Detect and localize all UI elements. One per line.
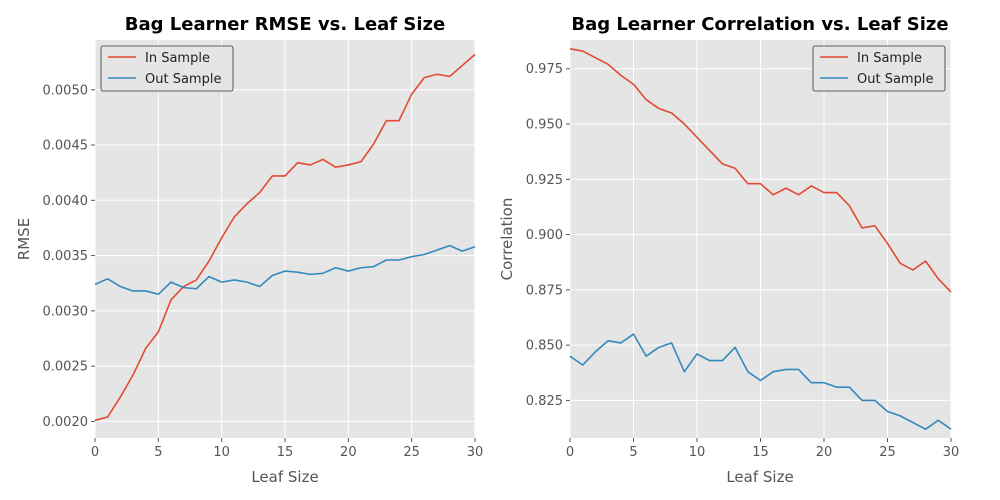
correlation-x-tick-label: 0 bbox=[566, 445, 574, 460]
correlation-x-tick-label: 15 bbox=[752, 445, 769, 460]
correlation-y-tick-label: 0.975 bbox=[526, 62, 563, 77]
rmse-y-tick-labels: 0.0020 0.0025 0.0030 0.0035 0.0040 0.0045 0.00… bbox=[43, 83, 89, 430]
correlation-lines bbox=[569, 48, 952, 430]
correlation-y-tick-labels: 0.825 0.850 0.875 0.900 0.925 0.950 0.975 bbox=[526, 62, 563, 409]
correlation-y-tick-label: 0.950 bbox=[526, 118, 563, 133]
rmse-x-tick-label: 30 bbox=[467, 445, 484, 460]
rmse-y-tick-label: 0.0025 bbox=[43, 360, 89, 375]
correlation-x-axis-label: Leaf Size bbox=[726, 468, 793, 486]
correlation-x-tick-label: 20 bbox=[816, 445, 833, 460]
rmse-y-tick-label: 0.0045 bbox=[43, 139, 89, 154]
rmse-x-tick-label: 25 bbox=[403, 445, 420, 460]
rmse-legend-label-out-sample: Out Sample bbox=[145, 72, 221, 87]
rmse-x-tick-label: 20 bbox=[340, 445, 357, 460]
correlation-chart: 0 5 10 15 20 25 30 0.8250.8500.8750.9000.9250.… bbox=[498, 14, 959, 486]
correlation-y-tick-label: 0.925 bbox=[526, 173, 563, 188]
rmse-grid bbox=[91, 40, 476, 442]
rmse-chart: 0 5 10 15 20 25 30 0.00200.00250.00300.00350.0… bbox=[15, 14, 483, 486]
correlation-y-tick-label: 0.825 bbox=[526, 394, 563, 409]
correlation-x-tick-label: 25 bbox=[879, 445, 896, 460]
rmse-x-tick-label: 0 bbox=[91, 445, 99, 460]
rmse-lines bbox=[94, 53, 476, 422]
rmse-legend: In Sample Out Sample bbox=[100, 45, 234, 92]
rmse-y-tick-label: 0.0040 bbox=[43, 194, 89, 209]
correlation-legend-label-in-sample: In Sample bbox=[857, 51, 922, 66]
correlation-y-axis-label: Correlation bbox=[498, 198, 516, 281]
correlation-chart-title: Bag Learner Correlation vs. Leaf Size bbox=[571, 14, 948, 35]
correlation-legend: In Sample Out Sample bbox=[812, 45, 946, 92]
rmse-x-tick-label: 5 bbox=[154, 445, 162, 460]
rmse-chart-title: Bag Learner RMSE vs. Leaf Size bbox=[125, 14, 445, 35]
rmse-y-tick-label: 0.0020 bbox=[43, 415, 89, 430]
rmse-x-tick-labels: 0 5 10 15 20 25 30 bbox=[91, 445, 483, 460]
rmse-x-axis-label: Leaf Size bbox=[251, 468, 318, 486]
rmse-x-tick-label: 10 bbox=[213, 445, 230, 460]
rmse-x-tick-label: 15 bbox=[277, 445, 294, 460]
rmse-legend-label-in-sample: In Sample bbox=[145, 51, 210, 66]
correlation-x-tick-label: 10 bbox=[689, 445, 706, 460]
correlation-legend-label-out-sample: Out Sample bbox=[857, 72, 933, 87]
correlation-x-tick-labels: 0 5 10 15 20 25 30 bbox=[566, 445, 959, 460]
correlation-y-tick-label: 0.875 bbox=[526, 283, 563, 298]
rmse-series-line-out-sample bbox=[94, 244, 476, 296]
rmse-y-tick-label: 0.0050 bbox=[43, 83, 89, 98]
correlation-x-tick-label: 5 bbox=[629, 445, 637, 460]
rmse-y-tick-label: 0.0035 bbox=[43, 249, 89, 264]
rmse-series-line-in-sample bbox=[94, 53, 476, 422]
correlation-series-line-out-sample bbox=[569, 333, 952, 430]
rmse-y-axis-label: RMSE bbox=[15, 218, 33, 260]
correlation-grid bbox=[566, 40, 952, 442]
correlation-series-line-in-sample bbox=[569, 48, 952, 293]
rmse-y-tick-label: 0.0030 bbox=[43, 304, 89, 319]
correlation-y-tick-label: 0.900 bbox=[526, 228, 563, 243]
correlation-x-tick-label: 30 bbox=[943, 445, 960, 460]
correlation-y-tick-label: 0.850 bbox=[526, 339, 563, 354]
